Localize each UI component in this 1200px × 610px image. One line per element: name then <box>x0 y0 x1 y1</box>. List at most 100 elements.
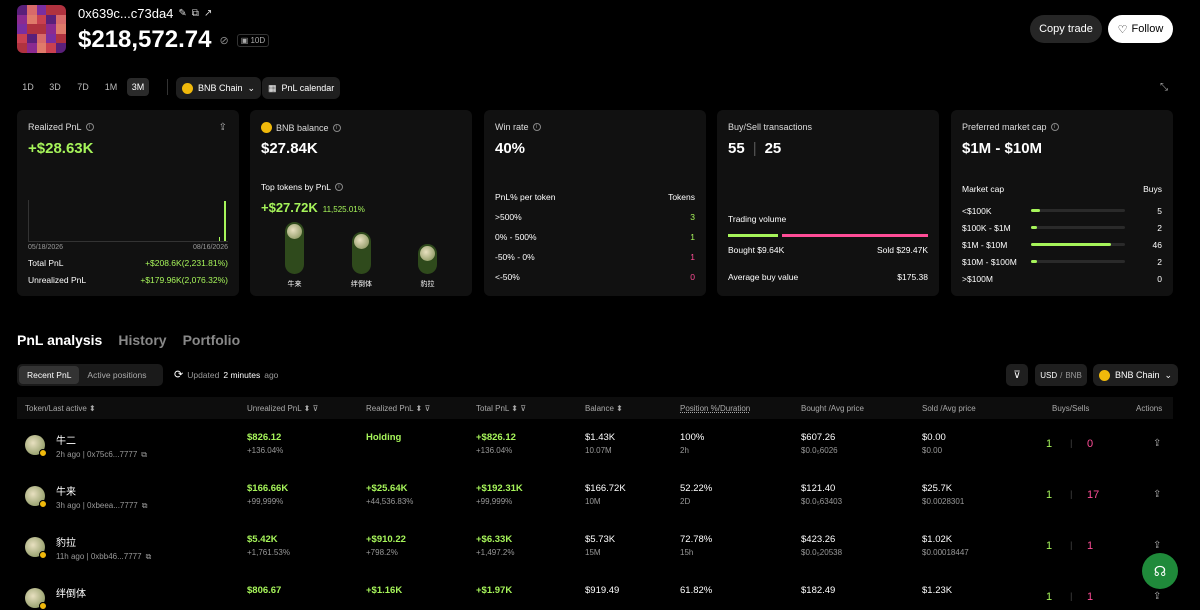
position-cell-value: 61.82% <box>680 585 713 596</box>
position-cell-sub: 2D <box>680 497 691 506</box>
top-token-bar <box>285 222 304 274</box>
token-cell[interactable]: 绊倒体 <box>56 585 86 600</box>
win-rate-count: 1 <box>690 232 695 242</box>
col-bought[interactable]: Bought /Avg price <box>801 404 865 413</box>
balance-cell-value: $919.49 <box>585 585 620 596</box>
tab-recent-pnl[interactable]: Recent PnL <box>19 366 80 384</box>
token-icon <box>354 233 369 249</box>
share-icon[interactable]: ⇪ <box>1153 540 1162 551</box>
position-cell: 72.78% 15h <box>680 534 712 557</box>
total-pnl-cell-sub: +136.04% <box>476 446 513 455</box>
tab-1m[interactable]: 1M <box>104 82 118 92</box>
col-balance[interactable]: Balance ⬍ <box>585 404 623 413</box>
updated-status: ⟳ Updated 2 minutes ago <box>174 369 279 381</box>
market-cap-track <box>1031 260 1125 263</box>
copy-trade-button[interactable]: Copy trade <box>1030 15 1102 43</box>
token-name[interactable]: 绊倒体 <box>56 589 86 600</box>
tokens-header: Tokens <box>668 192 695 202</box>
avatar-pixel <box>46 24 57 34</box>
pnl-calendar-button[interactable]: ▦ PnL calendar <box>262 77 341 99</box>
share-icon[interactable]: ⇪ <box>218 122 227 133</box>
position-cell-value: 52.22% <box>680 483 713 494</box>
bought-cell-value: $607.26 <box>801 432 836 443</box>
last-active-time: 2h ago <box>56 450 81 459</box>
win-rate-range: >500% <box>495 212 522 222</box>
tab-portfolio[interactable]: Portfolio <box>182 332 241 348</box>
col-position[interactable]: Position %/Duration <box>680 404 751 413</box>
avatar-pixel <box>56 33 66 44</box>
tab-3d[interactable]: 3D <box>49 82 61 92</box>
position-cell-sub: 2h <box>680 446 689 455</box>
avatar-pixel <box>26 43 37 53</box>
external-link-icon[interactable]: ↗ <box>203 8 213 19</box>
collapse-icon[interactable]: ⤡ <box>1160 82 1168 93</box>
copy-icon[interactable]: ⧉ <box>141 450 147 459</box>
col-sold[interactable]: Sold /Avg price <box>922 404 976 413</box>
share-icon[interactable]: ⇪ <box>1153 489 1162 500</box>
total-pnl-cell-value: +$6.33K <box>476 534 513 545</box>
copy-icon[interactable]: ⧉ <box>191 8 199 19</box>
realized-pnl-title: Realized PnL i <box>28 122 94 132</box>
token-address[interactable]: 0xbb46...7777 <box>90 552 142 561</box>
realized-pnl-cell-value: +$1.16K <box>366 585 403 596</box>
avatar-pixel <box>26 24 37 34</box>
hide-balance-icon[interactable]: ⊘ <box>219 34 229 47</box>
tab-7d[interactable]: 7D <box>77 82 89 92</box>
win-rate-row: -50% - 0% 1 <box>495 252 695 262</box>
market-cap-track <box>1031 209 1125 212</box>
share-icon[interactable]: ⇪ <box>1153 438 1162 449</box>
info-icon: i <box>85 123 94 131</box>
bought-cell-sub: $0.0₅20538 <box>801 548 843 557</box>
avatar-pixel <box>56 43 66 53</box>
bnb-coin-icon <box>182 82 193 94</box>
col-unrealized-pnl[interactable]: Unrealized PnL ⬍ ⊽ <box>247 404 319 413</box>
tab-history[interactable]: History <box>118 332 167 348</box>
pnl-bar <box>219 237 220 241</box>
filter-clear-icon[interactable]: ⊽ <box>1006 364 1028 386</box>
win-rate-count: 1 <box>690 252 695 262</box>
market-cap-range: $10M - $100M <box>962 257 1017 267</box>
tab-3m[interactable]: 3M <box>127 78 149 96</box>
pnl-per-token-header: PnL% per token <box>495 192 556 202</box>
tab-1d[interactable]: 1D <box>22 82 34 92</box>
refresh-icon[interactable]: ⟳ <box>174 369 184 381</box>
chevron-down-icon: ⌄ <box>247 82 256 93</box>
tab-active-positions[interactable]: Active positions <box>87 370 147 380</box>
copy-icon[interactable]: ⧉ <box>145 552 152 561</box>
token-cell[interactable]: 牛二 2h ago | 0x75c6...7777 ⧉ <box>56 432 147 460</box>
token-name[interactable]: 豹拉 <box>56 538 76 549</box>
market-cap-track <box>1031 226 1125 229</box>
calendar-icon: ▦ <box>268 82 277 93</box>
copy-icon[interactable]: ⧉ <box>141 501 148 510</box>
token-name[interactable]: 牛来 <box>56 487 76 498</box>
support-headset-icon[interactable]: ☊ <box>1142 553 1178 589</box>
currency-toggle[interactable]: USD / BNB <box>1035 364 1087 386</box>
col-token[interactable]: Token/Last active ⬍ <box>25 404 96 413</box>
col-realized-pnl[interactable]: Realized PnL ⬍ ⊽ <box>366 404 431 413</box>
realized-pnl-cell-sub: +44,536.83% <box>366 497 414 506</box>
token-cell[interactable]: 牛来 3h ago | 0xbeea...7777 ⧉ <box>56 483 147 511</box>
token-cell[interactable]: 豹拉 11h ago | 0xbb46...7777 ⧉ <box>56 534 151 562</box>
token-name[interactable]: 牛二 <box>56 436 76 447</box>
unrealized-pnl-cell: $5.42K +1,761.53% <box>247 534 290 557</box>
token-address[interactable]: 0xbeea...7777 <box>87 501 138 510</box>
currency-usd[interactable]: USD <box>1040 370 1058 380</box>
sold-cell-sub: $0.0028301 <box>922 497 965 506</box>
bnb-chain-badge <box>39 500 47 508</box>
currency-bnb[interactable]: BNB <box>1065 370 1082 380</box>
edit-icon[interactable]: ✎ <box>178 8 187 19</box>
realized-pnl-cell: +$25.64K +44,536.83% <box>366 483 413 506</box>
info-icon: i <box>1050 123 1059 131</box>
col-total-pnl[interactable]: Total PnL ⬍ ⊽ <box>476 404 527 413</box>
total-pnl-cell-value: +$1.97K <box>476 585 513 596</box>
token-address[interactable]: 0x75c6...7777 <box>87 450 138 459</box>
follow-button[interactable]: ♡ Follow <box>1108 15 1173 43</box>
market-cap-buys: 2 <box>1157 223 1162 233</box>
table-chain-selector[interactable]: BNB Chain ⌄ <box>1093 364 1179 386</box>
chain-selector[interactable]: BNB Chain ⌄ <box>176 77 262 99</box>
win-rate-title: Win rate i <box>495 122 541 132</box>
tab-pnl-analysis[interactable]: PnL analysis <box>17 332 103 348</box>
realized-pnl-cell-sub: +798.2% <box>366 548 398 557</box>
realized-pnl-card: Realized PnL i ⇪ +$28.63K 05/18/2026 08/1… <box>17 110 239 296</box>
market-cap-buys: 0 <box>1157 274 1162 284</box>
